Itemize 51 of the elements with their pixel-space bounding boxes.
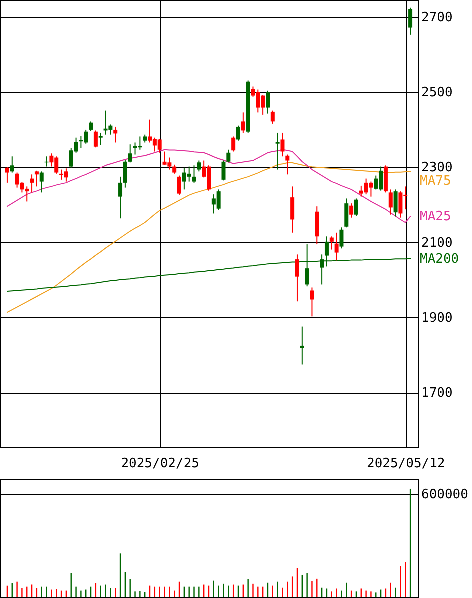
y-tick-label: 2500 <box>422 86 453 101</box>
candlestick <box>123 160 128 188</box>
candlestick <box>226 149 231 164</box>
y-tick-label: 1900 <box>422 310 453 326</box>
line-series <box>6 162 412 314</box>
candlestick <box>128 144 132 164</box>
candlestick <box>94 130 98 148</box>
candlestick <box>340 227 344 250</box>
y-tick-label: 2300 <box>422 160 453 176</box>
candlestick <box>388 189 393 216</box>
candlestick <box>330 236 334 250</box>
candlestick <box>222 160 226 182</box>
candlestick <box>40 171 44 194</box>
candlestick <box>286 154 290 176</box>
candlestick <box>34 170 39 188</box>
candlestick <box>172 164 177 174</box>
candlestick <box>280 132 285 158</box>
candlestick <box>266 90 270 114</box>
candlestick <box>178 175 182 196</box>
candlestick <box>98 132 103 146</box>
y-tick-label: 1700 <box>422 386 453 402</box>
x-tick-label: 2025/05/12 <box>366 456 446 472</box>
candlestick <box>192 165 196 184</box>
candlestick <box>30 174 34 194</box>
candlestick <box>118 176 123 220</box>
candlestick <box>241 112 246 134</box>
candlestick <box>350 203 354 218</box>
candlestick <box>89 121 94 132</box>
series-label: MA75 <box>420 174 452 190</box>
candlestick <box>5 166 10 184</box>
candlestick <box>236 125 240 142</box>
candlestick <box>295 254 300 302</box>
y-tick-label: 2700 <box>422 10 453 26</box>
candlestick <box>408 7 413 36</box>
candlestick <box>276 132 280 170</box>
candlestick <box>114 126 118 144</box>
candlestick <box>354 198 358 216</box>
candlestick <box>310 287 314 318</box>
candlestick <box>344 198 349 228</box>
candlestick <box>394 189 398 218</box>
x-tick-label: 2025/02/25 <box>121 456 200 472</box>
candlestick <box>334 232 339 262</box>
y-tick-label: 600000 <box>422 487 468 502</box>
candlestick <box>10 156 14 174</box>
candlestick <box>290 186 295 234</box>
candlestick <box>232 136 236 152</box>
candlestick <box>270 110 275 124</box>
candlestick <box>197 160 202 172</box>
series-label: MA200 <box>420 252 460 267</box>
y-tick-label: 2100 <box>422 236 453 251</box>
series-label: MA25 <box>420 210 452 225</box>
